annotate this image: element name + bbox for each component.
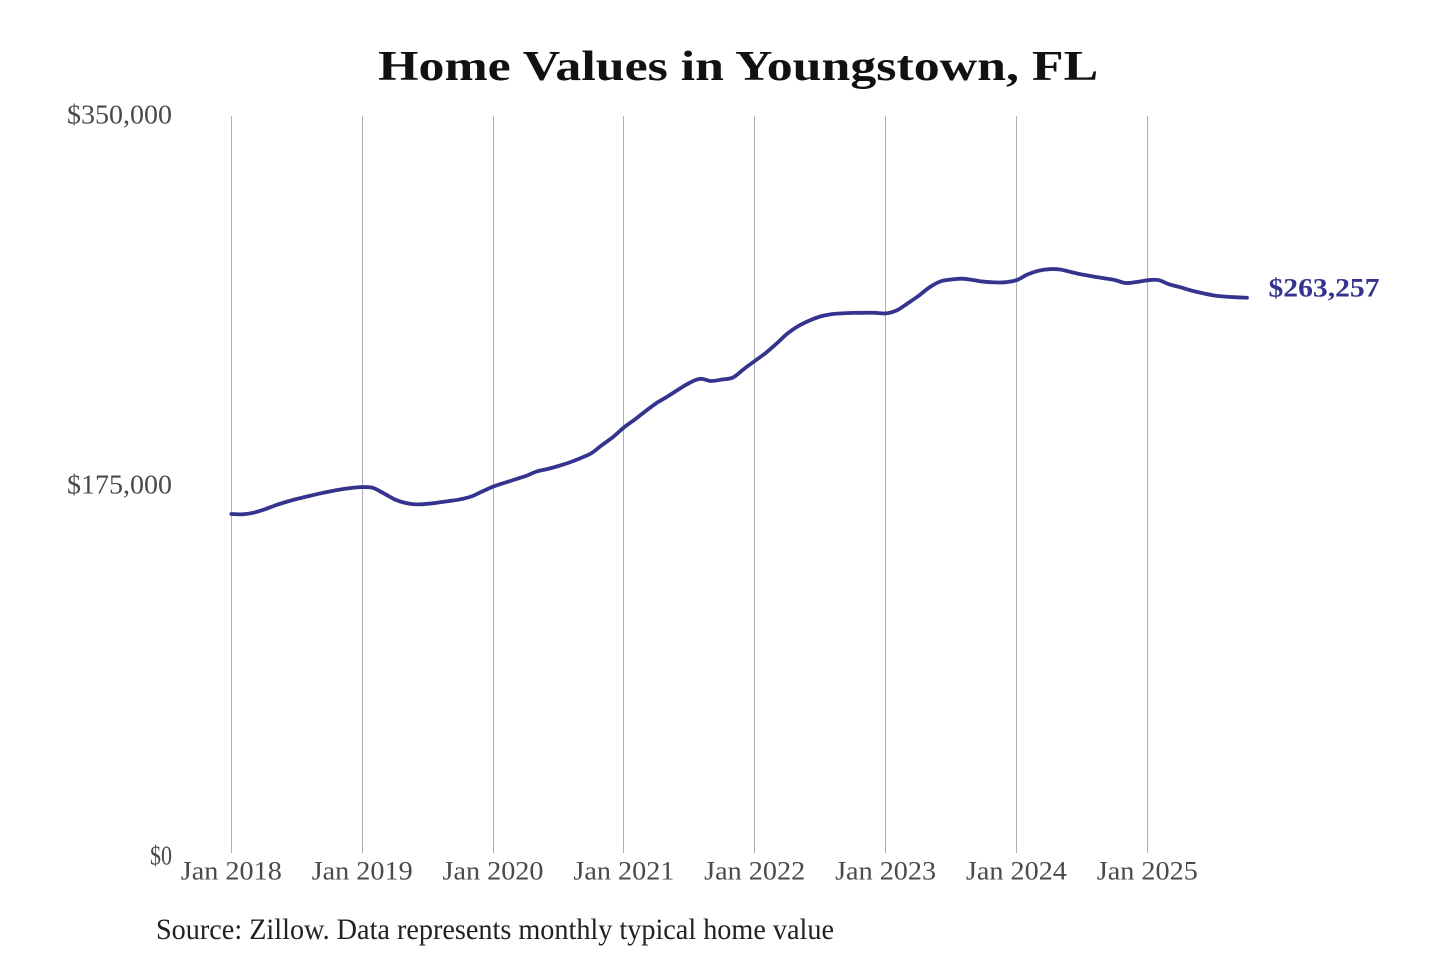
svg-text:Jan 2025: Jan 2025 (1097, 856, 1198, 885)
svg-text:Jan 2022: Jan 2022 (704, 856, 805, 885)
svg-text:Jan 2020: Jan 2020 (443, 856, 544, 885)
svg-text:Jan 2019: Jan 2019 (312, 856, 413, 885)
svg-text:$350,000: $350,000 (67, 99, 172, 129)
svg-text:Jan 2023: Jan 2023 (835, 856, 936, 885)
svg-text:Home Values in Youngstown, FL: Home Values in Youngstown, FL (378, 43, 1098, 90)
svg-text:Source: Zillow. Data represent: Source: Zillow. Data represents monthly … (156, 914, 834, 946)
svg-text:$0: $0 (150, 840, 172, 870)
svg-text:Jan 2024: Jan 2024 (966, 856, 1067, 885)
svg-text:Jan 2018: Jan 2018 (181, 856, 282, 885)
svg-text:$263,257: $263,257 (1269, 274, 1380, 303)
svg-text:Jan 2021: Jan 2021 (573, 856, 674, 885)
svg-text:$175,000: $175,000 (67, 469, 172, 499)
